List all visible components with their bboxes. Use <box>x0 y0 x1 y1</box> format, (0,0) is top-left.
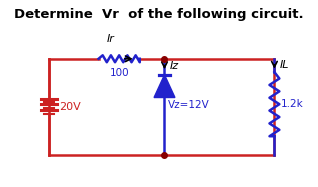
Text: 100: 100 <box>109 68 129 78</box>
Text: IL: IL <box>280 60 289 70</box>
Text: 1.2k: 1.2k <box>280 99 303 109</box>
Text: Ir: Ir <box>107 34 115 44</box>
Polygon shape <box>154 75 175 97</box>
Text: Vz=12V: Vz=12V <box>168 100 210 110</box>
Text: 20V: 20V <box>59 102 81 112</box>
Text: Iz: Iz <box>169 61 179 71</box>
Text: Determine  Vr  of the following circuit.: Determine Vr of the following circuit. <box>14 8 304 21</box>
